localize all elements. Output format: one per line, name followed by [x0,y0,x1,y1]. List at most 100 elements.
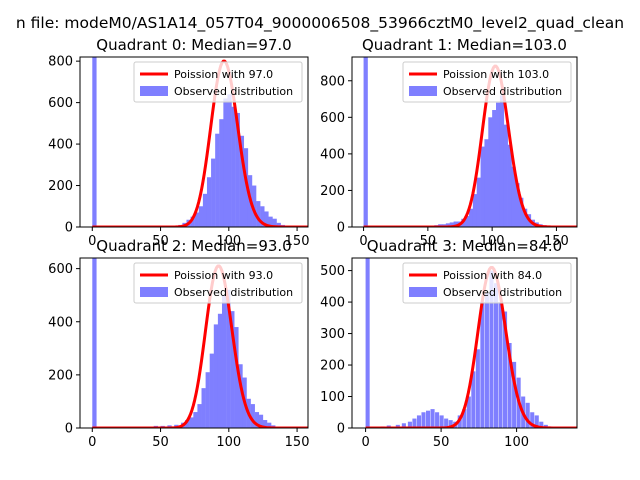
legend-label-observed: Observed distribution [174,85,293,98]
histogram-bar [206,177,212,227]
axes-frame [79,56,309,228]
histogram-bar [503,311,508,428]
histogram-bar [435,412,440,428]
histogram-bar [194,212,199,227]
histogram-bar [448,420,453,428]
histogram-bar [499,95,505,227]
histogram-bar [462,409,467,428]
histogram-bar [260,206,265,227]
histogram-bar [484,139,489,227]
legend: Poission with 97.0 Observed distribution [133,61,303,103]
plot-area [92,57,308,227]
histogram-bar [484,292,489,428]
histogram-bar [230,311,235,428]
histogram-bar [395,424,400,428]
legend-patch-swatch [409,86,437,96]
histogram-bar [231,106,236,227]
y-tick-label: 600 [48,96,73,111]
histogram-bar [205,372,210,428]
histogram-bar [209,353,214,428]
legend: Poission with 84.0 Observed distribution [402,262,572,304]
histogram-bar [267,422,272,428]
histogram-bar [238,364,243,428]
x-tick-label: 100 [504,435,529,450]
subplot-title: Quadrant 2: Median=93.0 [96,237,291,255]
histogram-bar [227,94,232,227]
histogram-bar [453,221,458,227]
histogram-bar [202,193,208,227]
histogram-bar [515,183,520,227]
x-tick-label: 50 [152,435,169,450]
y-tick-label: 600 [48,262,73,277]
figure-title: n file: modeM0/AS1A14_057T04_9000006508_… [16,14,624,33]
histogram-bar [498,302,503,428]
legend-patch-swatch [140,287,168,297]
histogram-bar [92,57,97,227]
y-tick-label: 800 [320,74,345,89]
poisson-curve [92,59,308,227]
histogram-bar [492,110,497,227]
histogram-bar [421,412,426,428]
legend-label-observed: Observed distribution [174,286,293,299]
histogram-bar [239,135,245,227]
histogram-bar [507,144,512,227]
histogram-bar [469,208,474,227]
histogram-bar [365,258,370,428]
x-tick-label: 150 [285,435,310,450]
histogram-bar [221,295,227,428]
histogram-bar [197,404,202,428]
histogram-bar [217,313,223,428]
axes-frame [79,257,309,429]
histogram-bar [223,98,228,227]
y-tick-label: 400 [320,296,345,311]
histogram-bar [488,117,493,227]
axes-frame [351,257,578,429]
y-tick-label: 300 [320,327,345,342]
histogram-bar [530,412,535,428]
subplots-grid: Quadrant 0: Median=97.0 0 50 100 150 0 200 400 6… [48,36,578,450]
histogram-bar [258,414,264,428]
histogram-bar [539,421,544,428]
histogram-bar [235,112,240,227]
subplot-quadrant-0: Quadrant 0: Median=97.0 0 50 100 150 0 200 400 6… [48,36,309,249]
histogram-bar [252,185,257,227]
legend-box [133,262,303,304]
histogram-bar [475,349,480,428]
histogram-bar [449,222,454,227]
x-tick-label: 0 [361,435,369,450]
legend-label-poisson: Poission with 84.0 [443,269,542,282]
histogram-bar [480,302,485,428]
histogram-bar [480,146,485,227]
y-tick-label: 400 [48,138,73,153]
y-tick-label: 200 [320,359,345,374]
subplot-quadrant-1: Quadrant 1: Median=103.0 0 50 100 150 0 200 400… [320,36,578,249]
x-tick-label: 150 [285,234,310,249]
histogram-bar [201,388,206,428]
histogram-bar [534,415,539,428]
legend-label-poisson: Poission with 93.0 [174,269,273,282]
histogram-bar [512,361,517,428]
x-tick-label: 0 [88,234,96,249]
y-tick-label: 200 [48,368,73,383]
legend-patch-swatch [409,287,437,297]
histogram-bar [439,415,444,428]
plot-area [92,258,308,428]
histogram-bar [268,216,273,227]
legend-box [133,61,303,103]
histogram-bar [219,119,224,227]
subplot-quadrant-3: Quadrant 3: Median=84.00 50 10001002003004… [320,237,578,450]
histogram-bar [445,223,451,227]
y-tick-label: 600 [320,111,345,126]
legend-box [402,262,572,304]
histogram-bar [250,404,255,428]
legend-label-observed: Observed distribution [443,85,562,98]
x-tick-label: 100 [216,234,241,249]
histogram-bar [198,206,204,227]
y-tick-label: 500 [320,264,345,279]
legend-box [402,61,572,103]
y-tick-label: 200 [48,179,73,194]
histogram-bar [471,371,476,428]
histogram-bar [444,418,449,428]
x-tick-label: 150 [544,234,569,249]
